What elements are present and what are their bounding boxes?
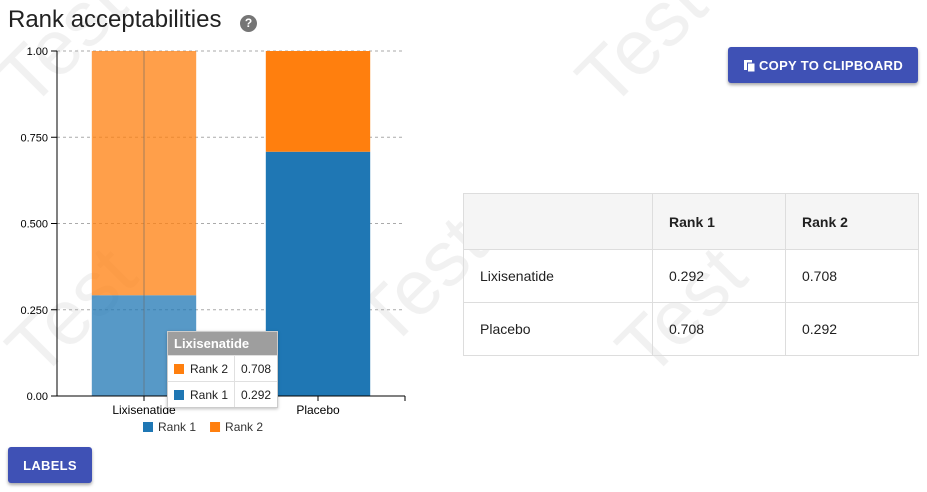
- legend-label[interactable]: Rank 1: [158, 420, 196, 434]
- y-tick-label: 0.250: [20, 305, 48, 317]
- table-header-cell: Rank 1: [652, 193, 786, 250]
- legend-label[interactable]: Rank 2: [225, 420, 263, 434]
- rank-acceptability-table: Rank 1 Rank 2 Lixisenatide 0.292 0.708 P…: [463, 193, 919, 356]
- table-header-row: Rank 1 Rank 2: [463, 193, 919, 250]
- y-tick-label: 0.750: [20, 132, 48, 144]
- tooltip-row-value: 0.708: [234, 355, 278, 382]
- legend-swatch[interactable]: [210, 422, 221, 432]
- chart-tooltip: Lixisenatide Rank 2 0.708 Rank 1 0.292: [167, 331, 279, 408]
- rank1-swatch-icon: [174, 389, 184, 400]
- table-header-cell: Rank 2: [785, 193, 919, 250]
- labels-button[interactable]: LABELS: [8, 447, 92, 483]
- copy-to-clipboard-button[interactable]: COPY TO CLIPBOARD: [728, 47, 918, 83]
- bar-placebo-rank2[interactable]: [265, 51, 371, 152]
- x-tick-label: Lixisenatide: [112, 403, 176, 417]
- tooltip-table: Rank 2 0.708 Rank 1 0.292: [168, 355, 278, 407]
- table-cell: Placebo: [463, 302, 653, 356]
- bar-placebo-rank1[interactable]: [265, 151, 371, 396]
- x-tick-label: Placebo: [296, 403, 340, 417]
- table-header-cell: [463, 193, 653, 250]
- rank2-swatch-icon: [174, 363, 184, 374]
- y-tick-label: 0.00: [27, 391, 48, 403]
- y-tick-label: 0.500: [20, 219, 48, 231]
- table-row: Placebo 0.708 0.292: [463, 302, 919, 356]
- tooltip-title: Lixisenatide: [168, 332, 278, 355]
- tooltip-row: Rank 1 0.292: [168, 381, 278, 407]
- tooltip-row-value: 0.292: [234, 381, 278, 407]
- page-title: Rank acceptabilities: [8, 6, 222, 33]
- watermark-text: Test: [559, 0, 723, 123]
- legend-swatch[interactable]: [143, 422, 153, 432]
- table-cell: Lixisenatide: [463, 249, 653, 303]
- table-cell: 0.292: [785, 302, 919, 356]
- tooltip-row-label: Rank 2: [190, 361, 229, 376]
- rank-acceptability-chart: 0.00 0.250 0.500 0.750 1.00 Lixisenatide Place…: [20, 46, 406, 434]
- table-cell: 0.708: [652, 302, 786, 356]
- tooltip-row: Rank 2 0.708: [168, 355, 278, 382]
- clipboard-icon: [743, 59, 756, 73]
- table-cell: 0.292: [652, 249, 786, 303]
- tooltip-row-label: Rank 1: [190, 387, 229, 402]
- table-row: Lixisenatide 0.292 0.708: [463, 249, 919, 303]
- question-circle-icon[interactable]: ?: [240, 15, 257, 32]
- copy-button-label: COPY TO CLIPBOARD: [758, 58, 904, 74]
- y-tick-label: 1.00: [27, 46, 48, 58]
- table-cell: 0.708: [785, 249, 919, 303]
